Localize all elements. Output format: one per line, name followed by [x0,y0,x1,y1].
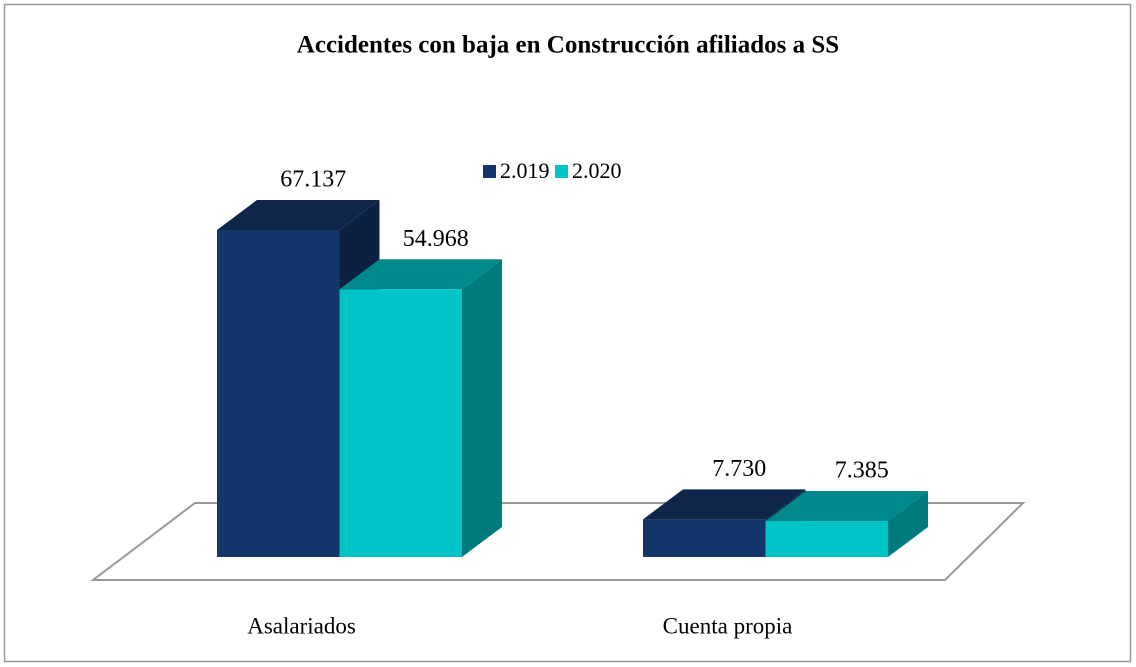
legend-label: 2.019 [500,158,550,183]
bar-top [765,491,928,522]
legend-label: 2.020 [572,158,622,183]
value-label: 7.730 [712,456,766,482]
bar [217,230,340,557]
bar-side [888,491,928,557]
value-label: 54.968 [403,226,469,252]
chart-title: Accidentes con baja en Construcción afil… [297,32,839,59]
bar [765,521,888,557]
legend-swatch [555,165,568,178]
x-tick-label: Cuenta propia [663,613,793,638]
legend-swatch [483,165,496,178]
bar-top [643,489,806,520]
value-label: 7.385 [835,458,889,484]
bar-top [339,259,502,290]
x-tick-label: Asalariados [247,613,356,638]
bar-side [462,259,502,557]
bar [643,519,766,557]
bar [339,289,462,557]
value-label: 67.137 [280,167,346,193]
bar-top [217,200,380,230]
